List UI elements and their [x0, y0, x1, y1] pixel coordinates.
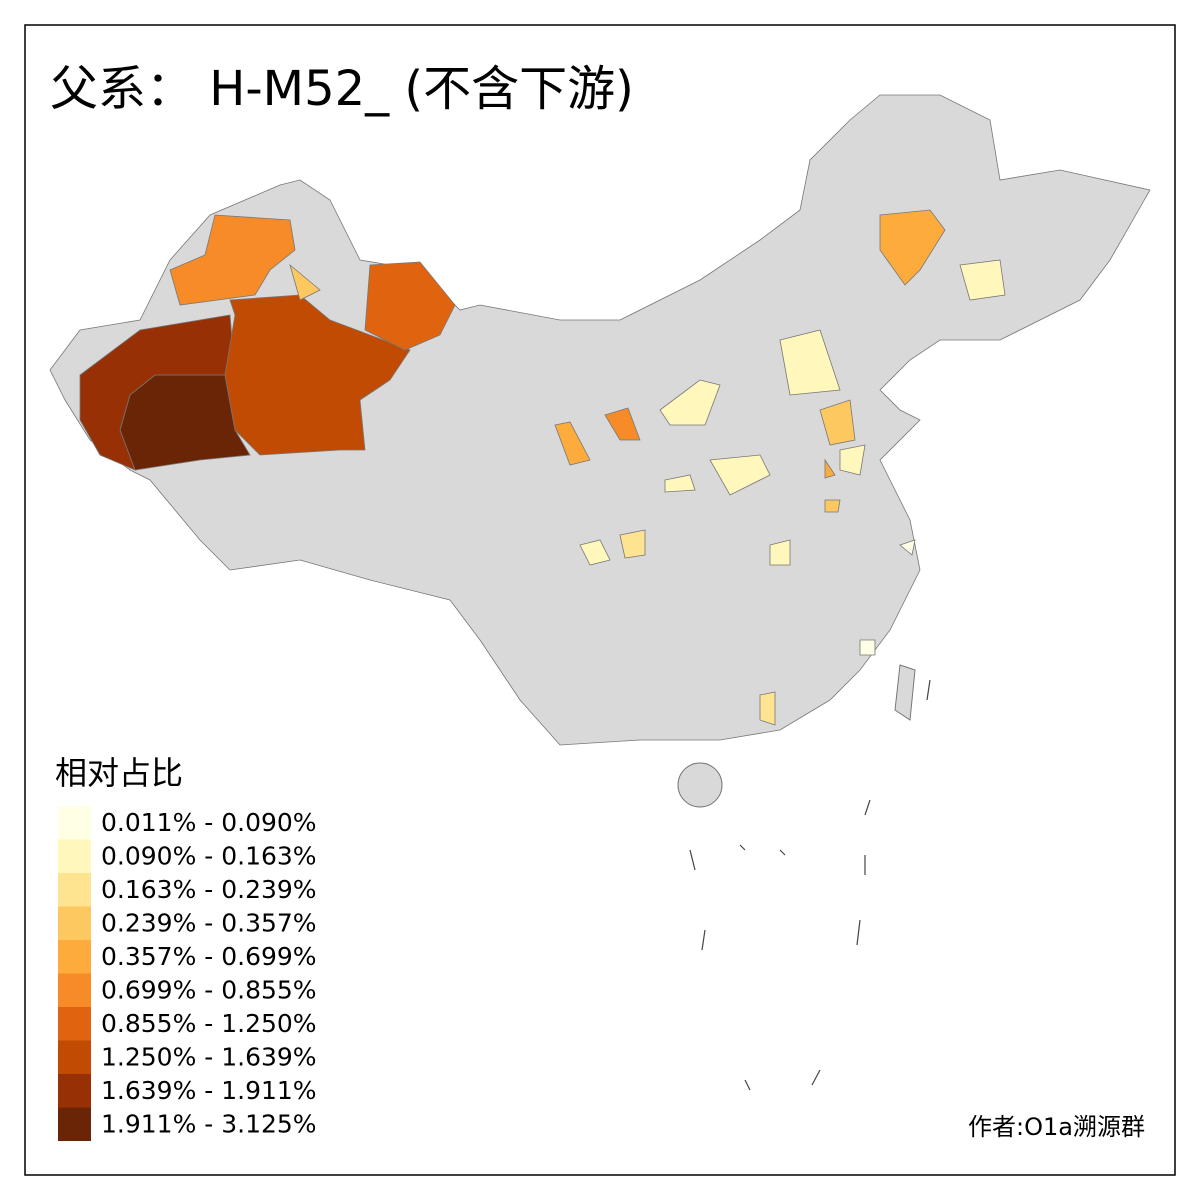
legend-label: 0.011% - 0.090%: [101, 808, 317, 837]
legend-swatch: [58, 1074, 91, 1108]
legend-swatch: [58, 1107, 91, 1141]
province-region: [959, 259, 1006, 301]
province-region: [899, 539, 916, 556]
legend-label: 0.855% - 1.250%: [101, 1009, 317, 1038]
province-region: [819, 399, 856, 446]
map-title: 父系： H-M52_ (不含下游): [50, 61, 634, 117]
province-region: [769, 539, 791, 566]
legend-label: 0.090% - 0.163%: [101, 842, 317, 871]
taiwan: [894, 664, 916, 721]
province-region: [224, 294, 411, 456]
province-region: [709, 454, 771, 496]
province-region: [554, 421, 591, 466]
province-region: [169, 214, 296, 306]
legend-swatch: [58, 1040, 91, 1074]
province-region: [289, 263, 321, 301]
legend: 0.011% - 0.090% 0.090% - 0.163% 0.163% - 0…: [58, 806, 317, 1141]
author-credit: 作者:O1a溯源群: [968, 1113, 1145, 1141]
legend-label: 0.239% - 0.357%: [101, 909, 317, 938]
province-region: [604, 407, 641, 441]
province-region: [579, 539, 611, 566]
legend-swatch: [58, 806, 91, 840]
province-region: [659, 379, 721, 426]
legend-label: 0.163% - 0.239%: [101, 875, 317, 904]
legend-title: 相对占比: [55, 754, 183, 792]
legend-swatch: [58, 940, 91, 974]
province-region: [879, 209, 946, 286]
legend-swatch: [58, 839, 91, 873]
province-region: [779, 329, 841, 396]
province-region: [759, 691, 776, 726]
legend-label: 1.250% - 1.639%: [101, 1043, 317, 1072]
legend-label: 0.699% - 0.855%: [101, 976, 317, 1005]
legend-swatch: [58, 906, 91, 940]
south-sea-islands: [689, 679, 931, 1091]
province-region: [364, 261, 456, 351]
legend-label: 0.357% - 0.699%: [101, 942, 317, 971]
province-region: [619, 529, 646, 559]
base-map: [49, 94, 1151, 1091]
province-region: [79, 314, 236, 471]
provinces: [79, 209, 1006, 726]
province-region: [859, 639, 876, 656]
legend-swatch: [58, 973, 91, 1007]
hainan: [677, 762, 723, 808]
legend-swatch: [58, 873, 91, 907]
legend-label: 1.911% - 3.125%: [101, 1110, 317, 1139]
legend-label: 1.639% - 1.911%: [101, 1076, 317, 1105]
province-region: [824, 499, 841, 513]
province-region: [839, 444, 866, 476]
province-region: [664, 474, 696, 493]
legend-swatch: [58, 1007, 91, 1041]
province-region: [824, 458, 836, 479]
